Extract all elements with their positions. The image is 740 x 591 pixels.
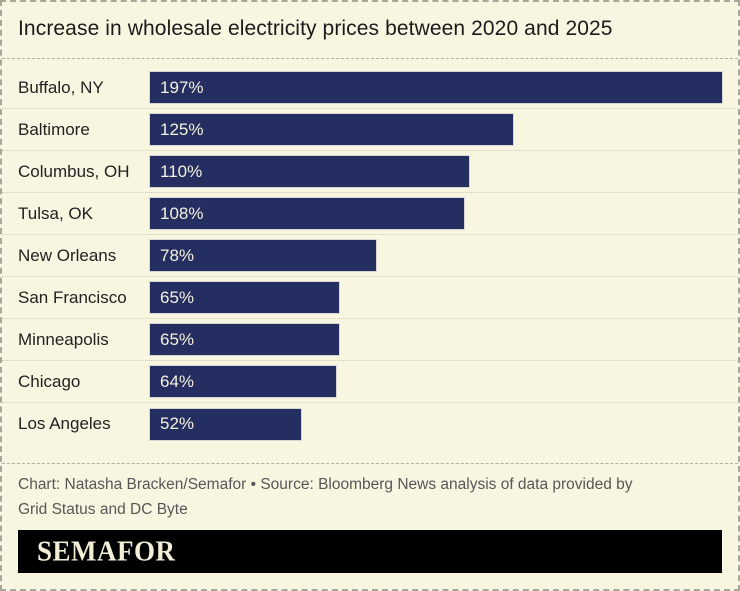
bar-value-label: 65% xyxy=(160,329,195,349)
bar-value-label: 64% xyxy=(160,371,195,391)
bar: 108% xyxy=(150,198,464,229)
semafor-logo-bar: SEMAFOR xyxy=(18,530,722,573)
bar-value-label: 52% xyxy=(160,414,195,433)
bar-value-label: 125% xyxy=(160,119,204,139)
bar-track: 52% xyxy=(150,408,722,440)
bar: 78% xyxy=(150,240,377,271)
bar-track: 108% xyxy=(150,198,722,229)
bar-track: 65% xyxy=(150,324,722,355)
category-label: Chicago xyxy=(18,371,81,391)
bar-chart: Buffalo, NY 197% Baltimore 125% Columbus… xyxy=(2,59,738,445)
bar-row: Columbus, OH 110% xyxy=(2,151,738,193)
bar-track: 125% xyxy=(150,114,722,145)
bar-track: 78% xyxy=(150,240,722,271)
category-label: Columbus, OH xyxy=(18,161,130,181)
bar: 52% xyxy=(150,408,301,440)
footer-separator xyxy=(2,463,738,464)
credit-line-1: Chart: Natasha Bracken/Semafor • Source:… xyxy=(18,476,633,493)
title-separator xyxy=(2,58,738,59)
bar-row: Los Angeles 52% xyxy=(2,403,738,445)
bar: 64% xyxy=(150,366,336,397)
category-label: San Francisco xyxy=(18,287,127,307)
bar-value-label: 65% xyxy=(160,287,195,307)
category-label: Buffalo, NY xyxy=(18,77,104,97)
bar-row: Tulsa, OK 108% xyxy=(2,193,738,235)
chart-credit: Chart: Natasha Bracken/Semafor • Source:… xyxy=(18,472,722,522)
bar-track: 64% xyxy=(150,366,722,397)
category-label: Baltimore xyxy=(18,119,90,139)
bar-row: Chicago 64% xyxy=(2,361,738,403)
bar-track: 65% xyxy=(150,282,722,313)
bar-row: Buffalo, NY 197% xyxy=(2,67,738,109)
category-label: Los Angeles xyxy=(18,414,111,433)
bar: 65% xyxy=(150,324,339,355)
category-label: Tulsa, OK xyxy=(18,203,93,223)
category-label: New Orleans xyxy=(18,245,117,265)
category-label: Minneapolis xyxy=(18,329,109,349)
bar-value-label: 197% xyxy=(160,77,204,97)
bar-track: 110% xyxy=(150,156,722,187)
bar: 65% xyxy=(150,282,339,313)
bar-value-label: 78% xyxy=(160,245,195,265)
chart-title: Increase in wholesale electricity prices… xyxy=(18,17,613,40)
bar-value-label: 110% xyxy=(160,161,203,181)
bar: 110% xyxy=(150,156,470,187)
bar-row: Baltimore 125% xyxy=(2,109,738,151)
bar-value-label: 108% xyxy=(160,203,204,223)
bar-row: Minneapolis 65% xyxy=(2,319,738,361)
bar: 125% xyxy=(150,114,513,145)
bar-row: San Francisco 65% xyxy=(2,277,738,319)
semafor-logo: SEMAFOR xyxy=(37,535,176,567)
credit-line-2: Grid Status and DC Byte xyxy=(18,501,188,518)
bar: 197% xyxy=(150,72,722,103)
bar-row: New Orleans 78% xyxy=(2,235,738,277)
bar-track: 197% xyxy=(150,72,722,103)
